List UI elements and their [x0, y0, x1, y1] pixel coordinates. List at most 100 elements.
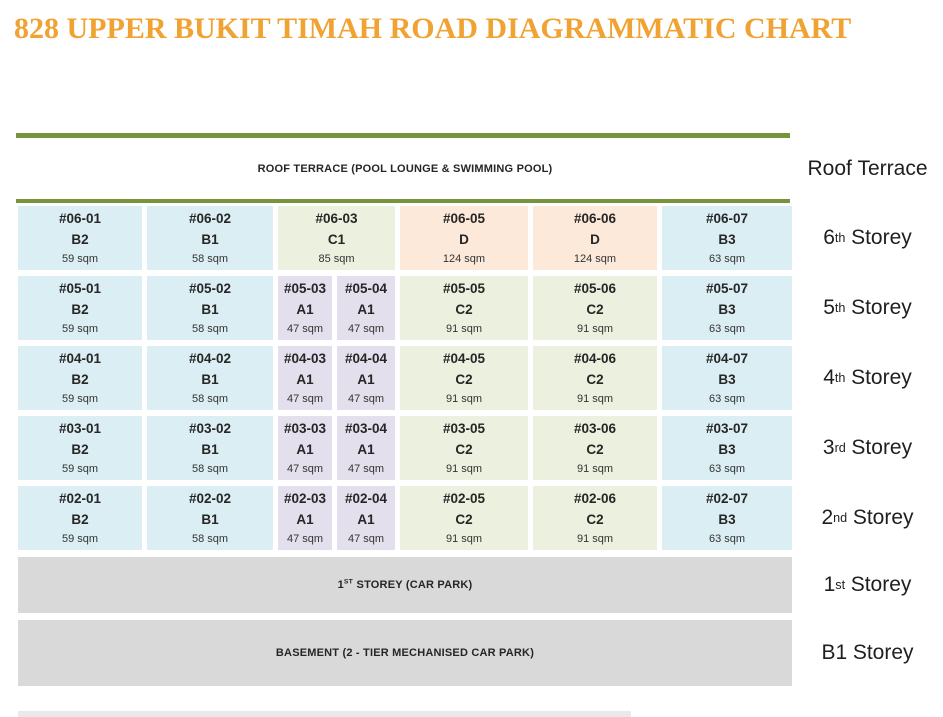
unit-number: #02-02 [188, 491, 232, 506]
unit-cell: #04-05 C2 91 sqm [400, 346, 528, 410]
carpark-banner-ordinal: ST [343, 578, 354, 586]
unit-type: B1 [201, 232, 219, 247]
unit-size: 63 sqm [708, 253, 746, 265]
unit-cell: #06-05 D 124 sqm [400, 206, 528, 270]
unit-type: A1 [296, 512, 314, 527]
unit-cell: #02-03 A1 47 sqm [278, 486, 332, 550]
unit-size: 59 sqm [61, 323, 99, 335]
unit-size: 58 sqm [191, 393, 229, 405]
unit-number: #04-07 [705, 351, 749, 366]
unit-size: 59 sqm [61, 393, 99, 405]
unit-cell: #02-01 B2 59 sqm [18, 486, 142, 550]
unit-type: A1 [296, 372, 314, 387]
unit-number: #03-07 [705, 421, 749, 436]
unit-size: 63 sqm [708, 463, 746, 475]
unit-number: #03-03 [283, 421, 327, 436]
unit-size: 47 sqm [347, 533, 385, 545]
unit-size: 91 sqm [445, 393, 483, 405]
unit-type: C2 [586, 512, 604, 527]
storey-label-pre: Roof [807, 156, 852, 180]
unit-type: C2 [586, 302, 604, 317]
unit-number: #03-06 [573, 421, 617, 436]
unit-number: #02-01 [58, 491, 102, 506]
unit-number: #04-04 [344, 351, 388, 366]
unit-cell: #04-02 B1 58 sqm [147, 346, 273, 410]
unit-size: 47 sqm [286, 533, 324, 545]
unit-type: B1 [201, 442, 219, 457]
unit-cell: #02-07 B3 63 sqm [662, 486, 792, 550]
unit-size: 47 sqm [286, 323, 324, 335]
storey-label-pre: B1 [821, 641, 848, 664]
unit-number: #06-03 [315, 211, 358, 226]
unit-type: C2 [455, 512, 473, 527]
unit-type: C1 [327, 232, 346, 247]
carpark-banner-label: 1ST STOREY (CAR PARK) [337, 578, 473, 591]
storey-label-pre: 1 [823, 573, 836, 596]
unit-type: D [590, 232, 600, 247]
floor-row: #04-01 B2 59 sqm #04-02 B1 58 sqm #04-03 A1 47 s… [18, 346, 792, 410]
unit-cell: #06-07 B3 63 sqm [662, 206, 792, 270]
unit-size: 47 sqm [286, 393, 324, 405]
unit-cell: #03-04 A1 47 sqm [337, 416, 395, 480]
storey-label-pre: 3 [822, 436, 835, 459]
unit-cell: #05-06 C2 91 sqm [533, 276, 657, 340]
unit-type: B2 [71, 512, 89, 527]
top-green-divider [16, 133, 790, 138]
unit-cell: #03-01 B2 59 sqm [18, 416, 142, 480]
page-title: 828 UPPER BUKIT TIMAH ROAD DIAGRAMMATIC … [14, 12, 852, 45]
unit-cell: #03-05 C2 91 sqm [400, 416, 528, 480]
unit-size: 59 sqm [61, 463, 99, 475]
unit-type: C2 [455, 372, 473, 387]
unit-type: B3 [718, 302, 736, 317]
unit-size: 47 sqm [286, 463, 324, 475]
unit-number: #06-01 [58, 211, 102, 226]
unit-size: 63 sqm [708, 323, 746, 335]
unit-type: B3 [718, 442, 736, 457]
unit-cell: #04-01 B2 59 sqm [18, 346, 142, 410]
unit-cell: #06-03 C1 85 sqm [278, 206, 395, 270]
unit-cell: #04-06 C2 91 sqm [533, 346, 657, 410]
unit-size: 124 sqm [573, 253, 617, 265]
unit-type: B2 [71, 232, 89, 247]
storey-label-post: Storey [852, 506, 914, 529]
unit-type: B3 [718, 372, 736, 387]
unit-cell: #02-02 B1 58 sqm [147, 486, 273, 550]
storey-label-pre: 6 [823, 226, 835, 249]
storey-label-post: Terrace [857, 156, 928, 180]
storey-label-roof-terrace: Roof Terrace [792, 138, 943, 199]
unit-size: 47 sqm [347, 393, 385, 405]
unit-number: #06-07 [705, 211, 749, 226]
unit-cell: #05-03 A1 47 sqm [278, 276, 332, 340]
unit-cell: #03-07 B3 63 sqm [662, 416, 792, 480]
unit-number: #06-05 [442, 211, 486, 226]
unit-type: B2 [71, 372, 89, 387]
unit-number: #02-06 [573, 491, 617, 506]
unit-type: A1 [357, 372, 375, 387]
unit-number: #04-06 [573, 351, 617, 366]
unit-size: 47 sqm [347, 463, 385, 475]
unit-cell: #02-06 C2 91 sqm [533, 486, 657, 550]
unit-number: #06-02 [188, 211, 232, 226]
unit-size: 91 sqm [445, 463, 483, 475]
unit-type: A1 [296, 442, 314, 457]
unit-size: 59 sqm [61, 533, 99, 545]
unit-number: #02-05 [442, 491, 486, 506]
unit-type: B2 [71, 442, 89, 457]
unit-cell: #03-02 B1 58 sqm [147, 416, 273, 480]
carpark-banner-number: 1 [337, 579, 344, 591]
unit-number: #03-01 [58, 421, 102, 436]
unit-type: D [459, 232, 469, 247]
unit-type: A1 [357, 512, 375, 527]
unit-type: B3 [718, 232, 736, 247]
unit-number: #05-04 [344, 281, 388, 296]
unit-size: 58 sqm [191, 253, 229, 265]
unit-number: #03-02 [188, 421, 232, 436]
unit-type: C2 [455, 302, 473, 317]
unit-number: #05-07 [705, 281, 749, 296]
unit-cell: #02-05 C2 91 sqm [400, 486, 528, 550]
storey-label-post: Storey [852, 641, 914, 664]
unit-number: #06-06 [573, 211, 617, 226]
